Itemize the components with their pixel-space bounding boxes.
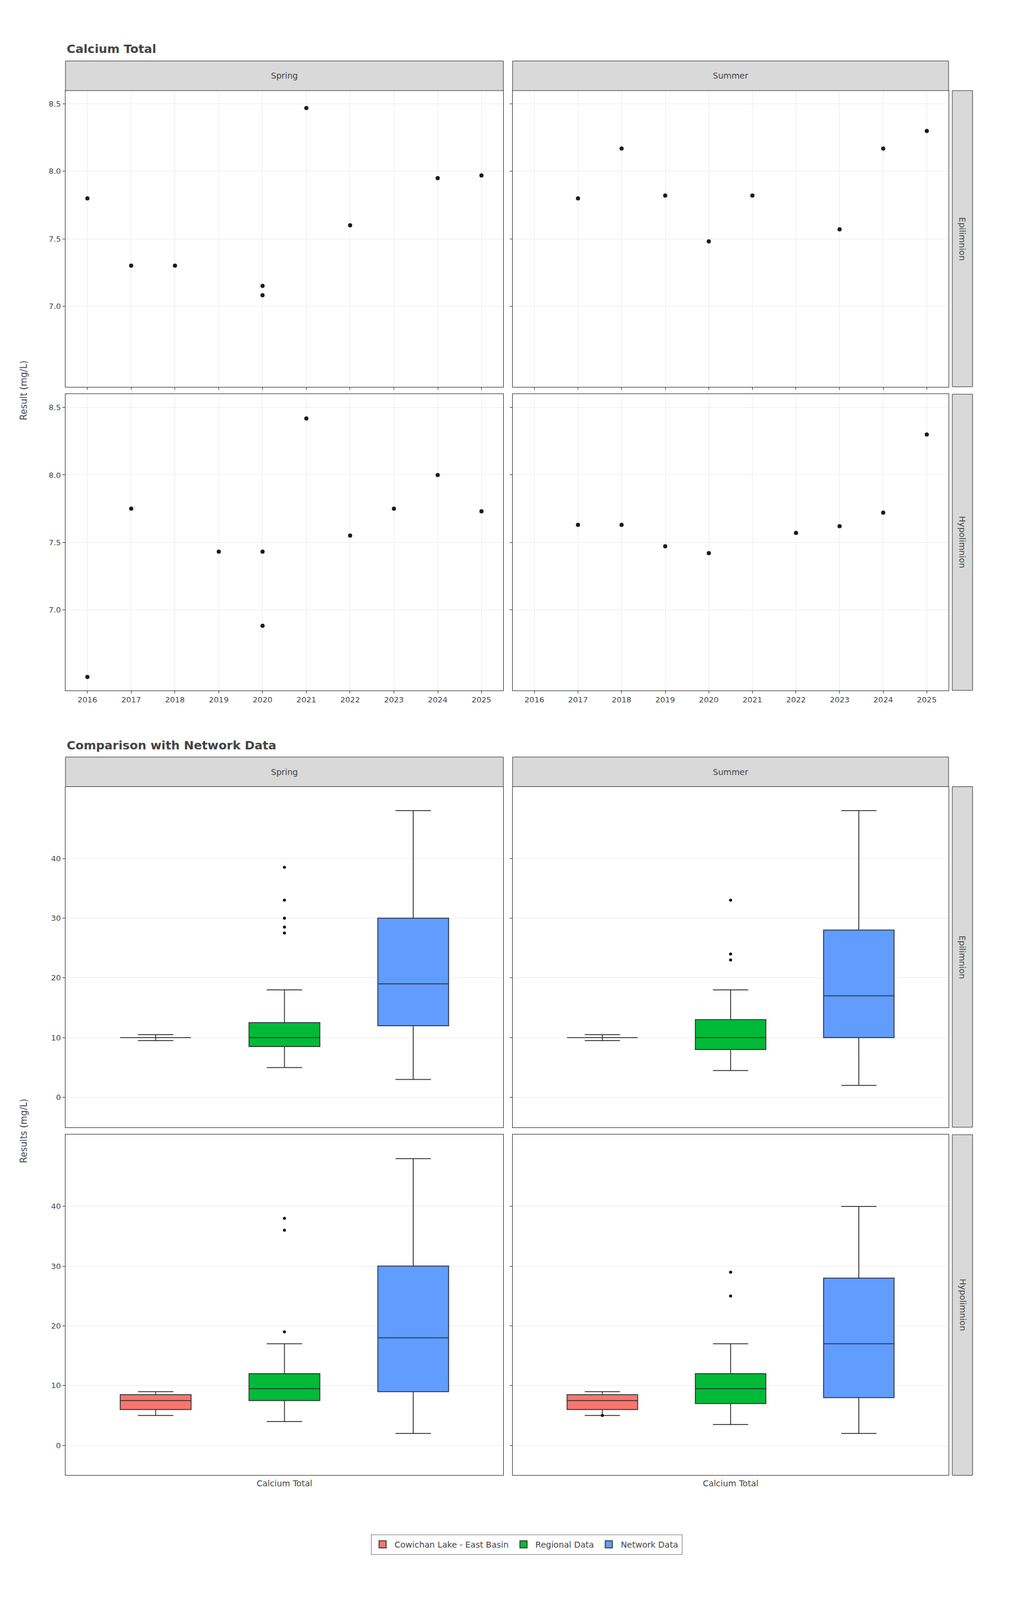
svg-text:2018: 2018 bbox=[164, 695, 185, 705]
svg-text:7.5: 7.5 bbox=[48, 538, 62, 548]
svg-text:2023: 2023 bbox=[384, 695, 404, 705]
svg-text:2021: 2021 bbox=[742, 695, 763, 705]
svg-text:8.0: 8.0 bbox=[48, 166, 62, 176]
svg-text:2016: 2016 bbox=[77, 695, 98, 705]
svg-text:Hypolimnion: Hypolimnion bbox=[958, 1279, 968, 1332]
svg-text:40: 40 bbox=[51, 1202, 62, 1212]
svg-text:30: 30 bbox=[51, 914, 62, 924]
svg-text:Spring: Spring bbox=[270, 767, 298, 778]
svg-text:Summer: Summer bbox=[712, 767, 749, 778]
svg-text:2018: 2018 bbox=[611, 695, 632, 705]
svg-text:2019: 2019 bbox=[209, 695, 229, 705]
svg-text:20: 20 bbox=[51, 1321, 62, 1331]
svg-text:Calcium Total: Calcium Total bbox=[66, 41, 157, 56]
svg-text:10: 10 bbox=[51, 1381, 62, 1391]
svg-text:Cowichan Lake - East Basin: Cowichan Lake - East Basin bbox=[394, 1540, 510, 1551]
svg-text:0: 0 bbox=[55, 1441, 61, 1451]
svg-text:2024: 2024 bbox=[873, 695, 894, 705]
svg-text:2021: 2021 bbox=[296, 695, 317, 705]
svg-text:30: 30 bbox=[51, 1262, 62, 1272]
svg-text:40: 40 bbox=[51, 854, 62, 864]
svg-text:Epilimnion: Epilimnion bbox=[957, 935, 968, 979]
svg-text:20: 20 bbox=[51, 973, 62, 983]
svg-text:2017: 2017 bbox=[121, 695, 142, 705]
svg-text:2017: 2017 bbox=[568, 695, 588, 705]
svg-text:8.0: 8.0 bbox=[48, 471, 62, 480]
svg-text:2020: 2020 bbox=[699, 695, 719, 705]
svg-text:2016: 2016 bbox=[524, 695, 545, 705]
svg-text:2022: 2022 bbox=[340, 695, 360, 705]
svg-text:7.5: 7.5 bbox=[48, 234, 62, 244]
svg-text:Hypolimnion: Hypolimnion bbox=[957, 516, 968, 569]
svg-text:8.5: 8.5 bbox=[48, 99, 62, 109]
svg-text:Comparison with Network Data: Comparison with Network Data bbox=[66, 738, 277, 753]
svg-text:Summer: Summer bbox=[712, 70, 749, 81]
svg-text:Calcium Total: Calcium Total bbox=[702, 1479, 759, 1489]
svg-text:2025: 2025 bbox=[917, 695, 937, 705]
svg-text:8.5: 8.5 bbox=[48, 403, 62, 413]
svg-text:Network Data: Network Data bbox=[620, 1540, 678, 1551]
svg-text:2020: 2020 bbox=[252, 695, 273, 705]
svg-text:Spring: Spring bbox=[270, 70, 298, 81]
svg-text:Calcium Total: Calcium Total bbox=[256, 1479, 313, 1489]
svg-text:Regional Data: Regional Data bbox=[535, 1540, 594, 1551]
svg-text:10: 10 bbox=[51, 1033, 62, 1043]
svg-text:2024: 2024 bbox=[427, 695, 448, 705]
svg-text:2023: 2023 bbox=[829, 695, 850, 705]
svg-text:0: 0 bbox=[55, 1093, 61, 1103]
svg-text:2019: 2019 bbox=[655, 695, 676, 705]
svg-text:2025: 2025 bbox=[471, 695, 492, 705]
svg-text:2022: 2022 bbox=[786, 695, 806, 705]
svg-text:Result (mg/L): Result (mg/L) bbox=[18, 360, 30, 421]
svg-text:7.0: 7.0 bbox=[48, 605, 62, 615]
svg-text:7.0: 7.0 bbox=[48, 301, 62, 311]
svg-text:Results (mg/L): Results (mg/L) bbox=[18, 1099, 30, 1164]
svg-text:Epilimnion: Epilimnion bbox=[957, 217, 968, 261]
